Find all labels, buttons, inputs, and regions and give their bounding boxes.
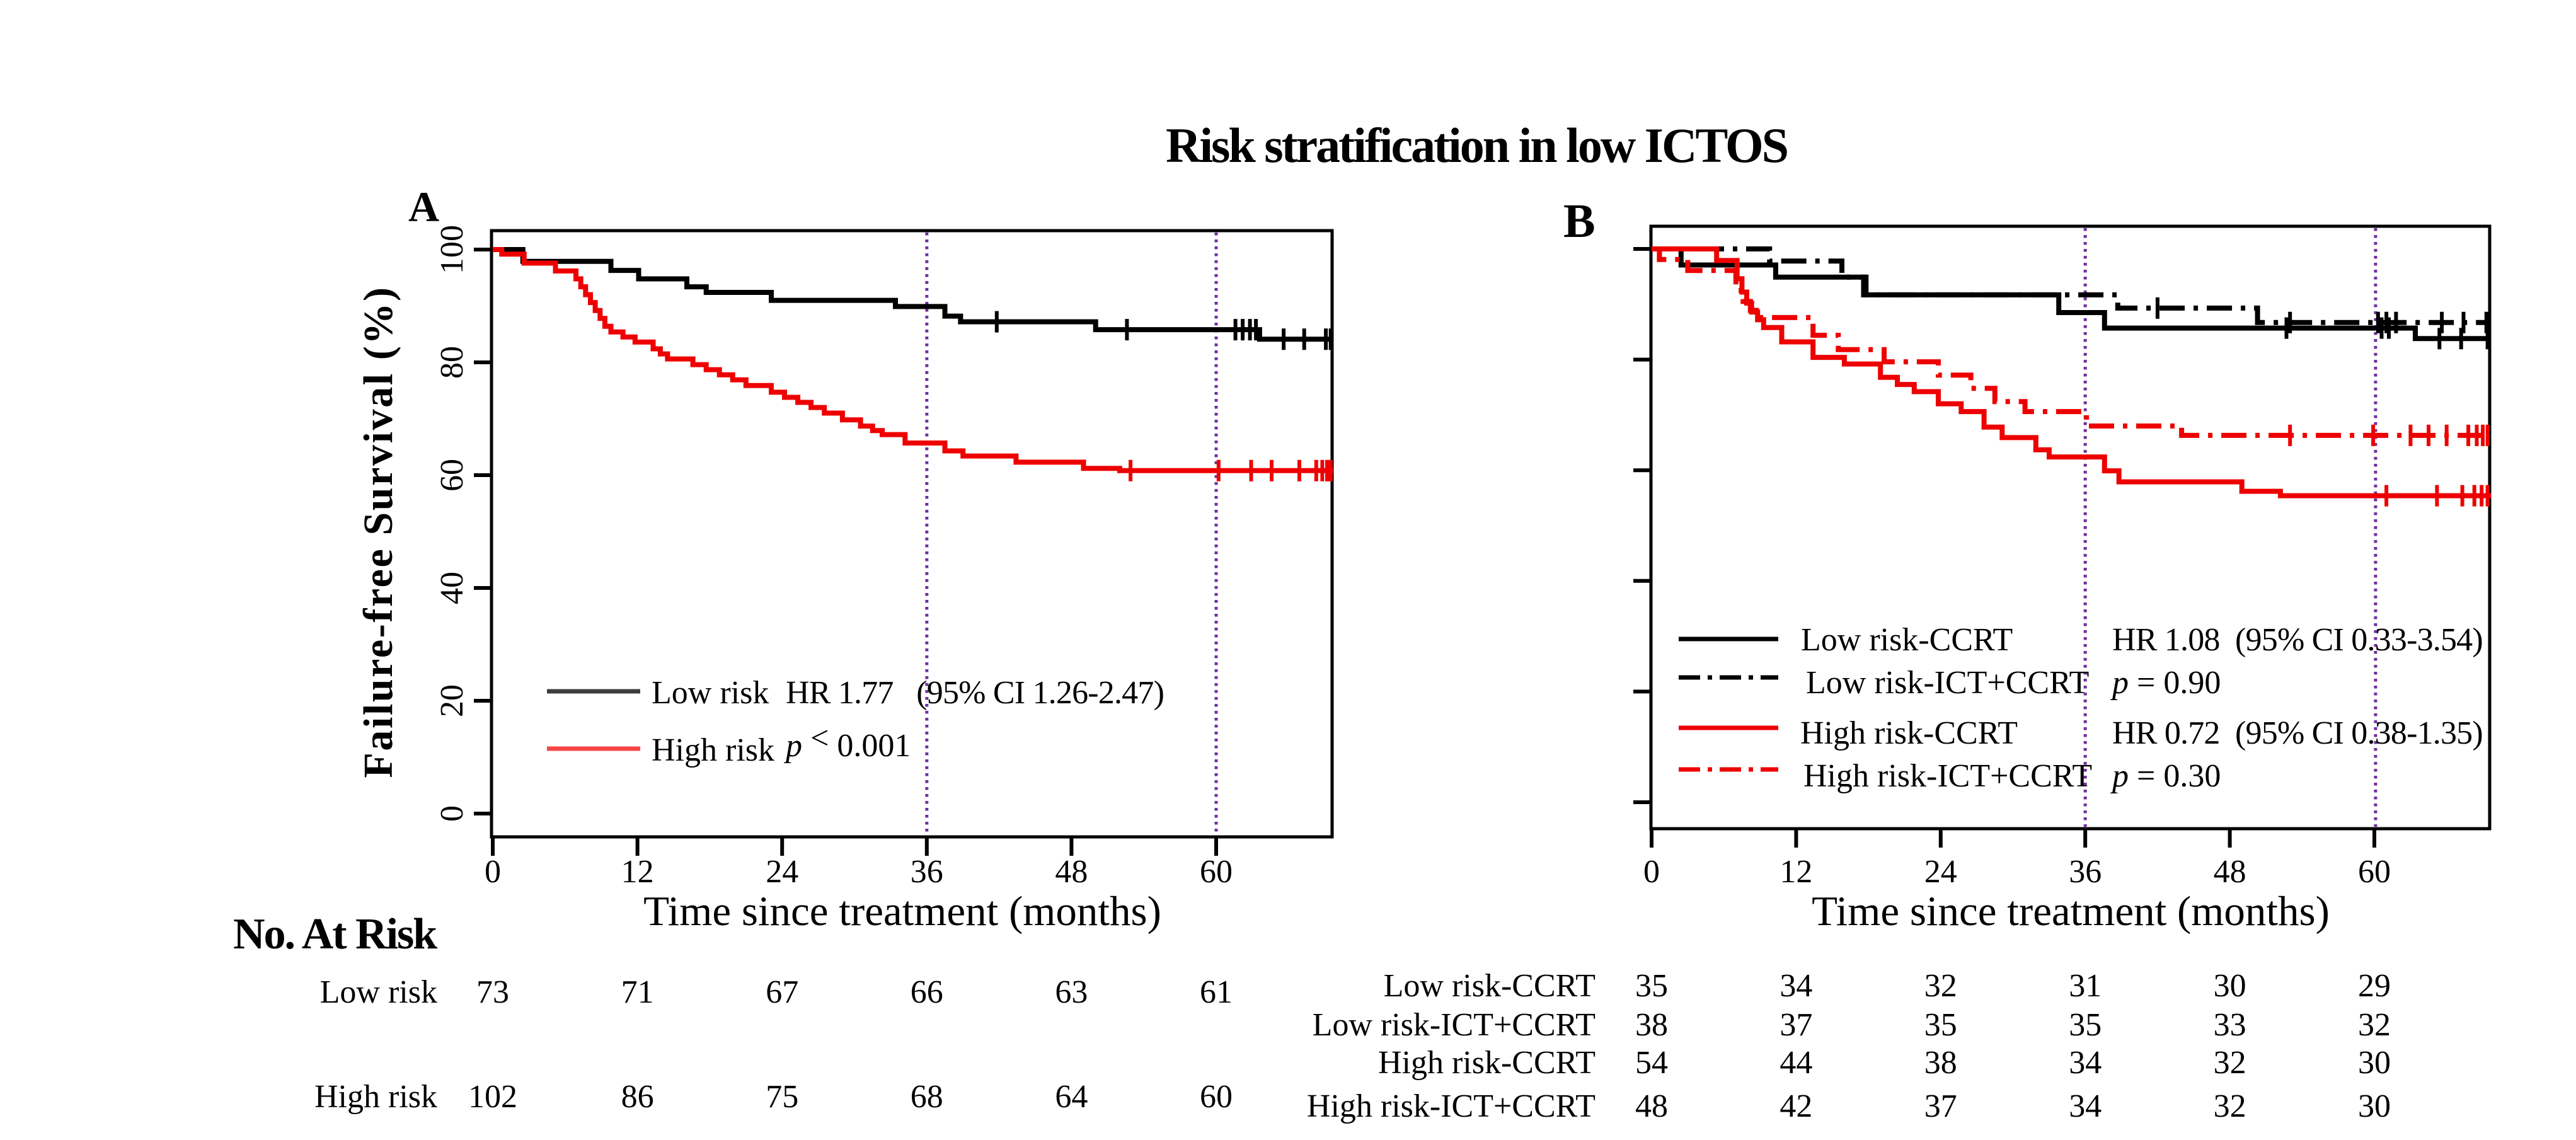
- svg-text:Time since treatment (months): Time since treatment (months): [1812, 888, 2330, 935]
- svg-text:35: 35: [2069, 1007, 2102, 1043]
- svg-text:30: 30: [2358, 1088, 2391, 1124]
- svg-text:Low risk-ICT+CCRT: Low risk-ICT+CCRT: [1313, 1007, 1596, 1043]
- svg-text:Risk stratification in low ICT: Risk stratification in low ICTOS: [1166, 118, 1788, 173]
- svg-text:100: 100: [434, 225, 470, 274]
- svg-text:60: 60: [2358, 854, 2391, 890]
- svg-text:33: 33: [2214, 1007, 2246, 1043]
- svg-text:75: 75: [766, 1079, 798, 1115]
- svg-text:40: 40: [434, 572, 470, 604]
- svg-text:30: 30: [2214, 968, 2246, 1004]
- svg-text:37: 37: [1780, 1007, 1812, 1043]
- svg-text:30: 30: [2358, 1045, 2391, 1081]
- svg-text:68: 68: [911, 1079, 943, 1115]
- svg-text:42: 42: [1780, 1088, 1812, 1124]
- svg-text:p = 0.30: p = 0.30: [2110, 758, 2221, 794]
- svg-text:Time since treatment (months): Time since treatment (months): [643, 888, 1161, 935]
- svg-text:HR 1.77 (95% CI 1.26-2.47): HR 1.77 (95% CI 1.26-2.47): [786, 675, 1164, 711]
- svg-text:20: 20: [434, 684, 470, 717]
- svg-text:32: 32: [1924, 968, 1957, 1004]
- svg-text:29: 29: [2358, 968, 2391, 1004]
- svg-text:35: 35: [1635, 968, 1668, 1004]
- svg-text:66: 66: [911, 974, 943, 1010]
- svg-text:High risk: High risk: [652, 732, 774, 768]
- svg-text:32: 32: [2358, 1007, 2391, 1043]
- svg-text:48: 48: [1055, 854, 1088, 890]
- svg-text:p = 0.90: p = 0.90: [2110, 665, 2221, 701]
- svg-text:No. At Risk: No. At Risk: [233, 910, 437, 959]
- svg-text:86: 86: [621, 1079, 654, 1115]
- svg-text:38: 38: [1635, 1007, 1668, 1043]
- svg-text:High risk-CCRT: High risk-CCRT: [1800, 715, 2018, 751]
- svg-text:Failure-free Survival (%): Failure-free Survival (%): [355, 285, 401, 778]
- svg-text:67: 67: [766, 974, 798, 1010]
- svg-text:A: A: [408, 183, 439, 231]
- svg-text:34: 34: [2069, 1045, 2102, 1081]
- svg-text:37: 37: [1924, 1088, 1957, 1124]
- svg-text:60: 60: [434, 459, 470, 492]
- svg-text:Low risk: Low risk: [320, 974, 437, 1010]
- svg-text:36: 36: [911, 854, 943, 890]
- svg-text:63: 63: [1055, 974, 1088, 1010]
- svg-text:48: 48: [1635, 1088, 1668, 1124]
- svg-text:12: 12: [621, 854, 654, 890]
- svg-text:24: 24: [1924, 854, 1957, 890]
- svg-text:0: 0: [434, 805, 470, 822]
- svg-text:Low risk-CCRT: Low risk-CCRT: [1801, 622, 2013, 658]
- svg-text:60: 60: [1200, 1079, 1233, 1115]
- svg-text:0: 0: [485, 854, 501, 890]
- svg-text:60: 60: [1200, 854, 1233, 890]
- svg-text:34: 34: [1780, 968, 1812, 1004]
- svg-text:High risk-CCRT: High risk-CCRT: [1378, 1045, 1596, 1081]
- svg-text:71: 71: [621, 974, 654, 1010]
- svg-text:54: 54: [1635, 1045, 1668, 1081]
- svg-text:Low risk: Low risk: [652, 675, 769, 711]
- svg-text:38: 38: [1924, 1045, 1957, 1081]
- svg-text:34: 34: [2069, 1088, 2102, 1124]
- svg-text:Low risk-ICT+CCRT: Low risk-ICT+CCRT: [1806, 665, 2089, 701]
- svg-text:High risk: High risk: [314, 1079, 437, 1115]
- svg-text:12: 12: [1780, 854, 1812, 890]
- svg-text:73: 73: [476, 974, 509, 1010]
- svg-text:B: B: [1563, 195, 1596, 248]
- svg-text:80: 80: [434, 346, 470, 379]
- svg-text:HR 0.72 (95% CI 0.38-1.35): HR 0.72 (95% CI 0.38-1.35): [2112, 715, 2483, 751]
- svg-text:32: 32: [2214, 1088, 2246, 1124]
- svg-text:35: 35: [1924, 1007, 1957, 1043]
- svg-text:36: 36: [2069, 854, 2102, 890]
- svg-text:44: 44: [1780, 1045, 1812, 1081]
- svg-text:24: 24: [766, 854, 798, 890]
- svg-text:0: 0: [1643, 854, 1660, 890]
- svg-text:31: 31: [2069, 968, 2102, 1004]
- svg-text:HR 1.08 (95% CI 0.33-3.54): HR 1.08 (95% CI 0.33-3.54): [2112, 622, 2483, 658]
- svg-text:High risk-ICT+CCRT: High risk-ICT+CCRT: [1803, 758, 2092, 794]
- svg-text:32: 32: [2214, 1045, 2246, 1081]
- svg-text:p < 0.001: p < 0.001: [783, 720, 911, 764]
- svg-text:61: 61: [1200, 974, 1233, 1010]
- svg-text:High risk-ICT+CCRT: High risk-ICT+CCRT: [1307, 1088, 1596, 1124]
- svg-text:64: 64: [1055, 1079, 1088, 1115]
- svg-text:102: 102: [468, 1079, 517, 1115]
- svg-text:Low risk-CCRT: Low risk-CCRT: [1384, 968, 1596, 1004]
- svg-text:48: 48: [2214, 854, 2246, 890]
